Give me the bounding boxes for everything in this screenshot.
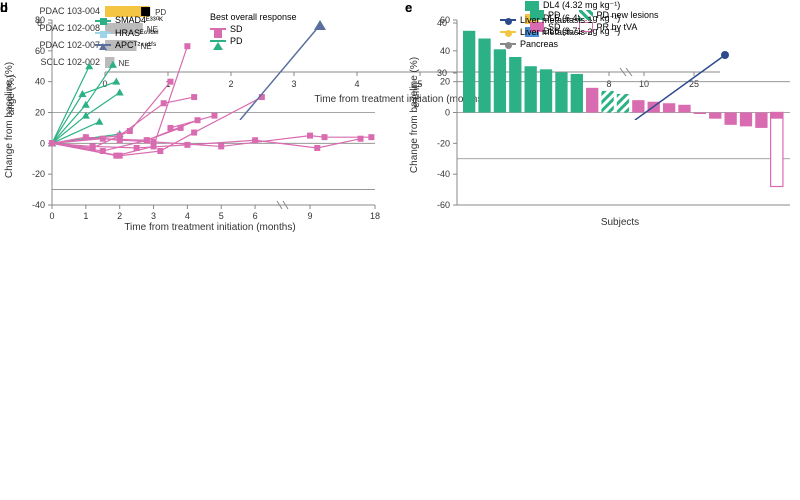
panel-d-legend: SMAD4ᴱ³³⁰ᴷ HRASᴱ⁶³ᵈᵉˡ APCᵀ²⁴⁸¹ᶠˢ <box>95 15 163 52</box>
panel-label-e: e <box>405 0 412 15</box>
svg-text:2: 2 <box>117 211 122 221</box>
svg-text:5: 5 <box>219 211 224 221</box>
panel-label-d: d <box>0 0 8 15</box>
apc-marker <box>314 20 326 30</box>
axis-label-y: ange (%) <box>6 75 17 116</box>
axis-label-x: Time from treatment initiation (months) <box>124 222 295 233</box>
svg-text:-20: -20 <box>437 138 450 148</box>
svg-text:4: 4 <box>185 211 190 221</box>
svg-text:9: 9 <box>308 211 313 221</box>
svg-text:6: 6 <box>253 211 258 221</box>
tick-label: 30 <box>437 68 447 78</box>
legend-item: Pancreas <box>500 39 593 49</box>
liver1-marker <box>721 51 729 59</box>
panel-e-legend: Liver metastasis 1 Liver metastasis 2 Panc… <box>500 15 593 51</box>
panel-d: d 6 ange (%) SMAD4ᴱ³³⁰ᴷ HRASᴱ⁶³ᵈᵉˡ APCᵀ²⁴⁸… <box>0 0 395 120</box>
svg-text:-40: -40 <box>32 200 45 210</box>
svg-text:0: 0 <box>49 211 54 221</box>
svg-text:-40: -40 <box>437 169 450 179</box>
legend-item: HRASᴱ⁶³ᵈᵉˡ <box>95 28 163 38</box>
axis-label-x: Subjects <box>601 217 639 228</box>
svg-text:1: 1 <box>83 211 88 221</box>
svg-text:0: 0 <box>40 138 45 148</box>
legend-item: Liver metastasis 2 <box>500 27 593 37</box>
axis-label-y: e (ml) <box>411 82 422 108</box>
svg-text:-20: -20 <box>32 169 45 179</box>
legend-item: APCᵀ²⁴⁸¹ᶠˢ <box>95 40 163 50</box>
tick-label: 6 <box>37 18 42 28</box>
panel-e: e 40 30 e (ml) Liver metastasis 1Liver m… <box>405 0 800 120</box>
tick-label: 40 <box>437 18 447 28</box>
svg-text:18: 18 <box>370 211 380 221</box>
legend-item: Liver metastasis 1 <box>500 15 593 25</box>
svg-text:-60: -60 <box>437 200 450 210</box>
legend-item: SMAD4ᴱ³³⁰ᴷ <box>95 15 163 26</box>
svg-text:3: 3 <box>151 211 156 221</box>
